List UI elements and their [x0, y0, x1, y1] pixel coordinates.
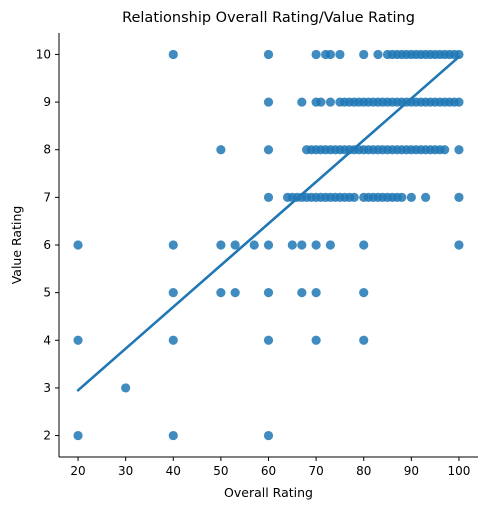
data-point [325, 49, 335, 60]
data-point [249, 240, 259, 250]
data-point [406, 192, 416, 202]
chart-title: Relationship Overall Rating/Value Rating [122, 10, 415, 26]
x-tick-label: 80 [356, 464, 371, 478]
data-point [263, 335, 274, 345]
data-point [216, 145, 226, 155]
data-point [297, 240, 307, 250]
data-point [373, 49, 383, 60]
data-point [311, 49, 321, 60]
x-tick-label: 20 [70, 464, 85, 478]
data-point [359, 49, 369, 60]
data-point [297, 288, 307, 298]
data-point [440, 145, 450, 155]
data-point [168, 335, 178, 345]
y-tick-label: 3 [43, 381, 51, 395]
y-tick-label: 6 [43, 238, 51, 252]
data-point [359, 288, 369, 298]
y-axis-ticks: 2 3 4 5 6 7 8 9 10 [36, 47, 59, 443]
data-point [263, 97, 274, 107]
data-point [230, 288, 240, 298]
data-point [349, 192, 359, 202]
x-axis-label: Overall Rating [224, 485, 313, 500]
data-point [359, 335, 369, 345]
data-point [73, 430, 83, 441]
y-axis-label: Value Rating [9, 206, 24, 285]
data-points [73, 49, 464, 441]
data-point [263, 430, 274, 441]
data-point [230, 240, 240, 250]
data-point [359, 240, 369, 250]
y-tick-label: 5 [43, 286, 51, 300]
data-point [263, 49, 274, 60]
data-point [73, 240, 83, 250]
data-point [168, 240, 178, 250]
data-point [397, 192, 407, 202]
data-point [216, 288, 226, 298]
x-tick-label: 100 [448, 464, 471, 478]
data-point [73, 335, 83, 345]
data-point [311, 240, 321, 250]
data-point [287, 240, 297, 250]
x-tick-label: 50 [213, 464, 228, 478]
data-point [311, 288, 321, 298]
data-point [263, 145, 274, 155]
data-point [325, 97, 335, 107]
y-tick-label: 4 [43, 333, 51, 347]
x-tick-label: 70 [308, 464, 323, 478]
data-point [263, 240, 274, 250]
x-tick-label: 30 [118, 464, 133, 478]
data-point [316, 97, 326, 107]
data-point [168, 288, 178, 298]
data-point [454, 240, 464, 250]
data-point [311, 335, 321, 345]
data-point [325, 240, 335, 250]
y-tick-label: 2 [43, 429, 51, 443]
y-tick-label: 9 [43, 95, 51, 109]
data-point [297, 97, 307, 107]
data-point [121, 383, 131, 393]
regression-line-group [76, 55, 461, 392]
x-tick-label: 40 [166, 464, 181, 478]
data-point [454, 49, 464, 60]
data-point [454, 145, 464, 155]
x-tick-label: 90 [404, 464, 419, 478]
y-tick-label: 8 [43, 143, 51, 157]
data-point [454, 97, 464, 107]
regression-line [76, 55, 461, 392]
x-tick-label: 60 [261, 464, 276, 478]
data-point [168, 430, 178, 441]
data-point [335, 49, 345, 60]
data-point [421, 192, 431, 202]
y-tick-label: 10 [36, 47, 51, 61]
data-point [263, 192, 274, 202]
y-tick-label: 7 [43, 190, 51, 204]
data-point [263, 288, 274, 298]
x-axis-ticks: 20 30 40 50 60 70 80 90 100 [70, 457, 470, 478]
data-point [216, 240, 226, 250]
data-point [168, 49, 178, 60]
data-point [454, 192, 464, 202]
